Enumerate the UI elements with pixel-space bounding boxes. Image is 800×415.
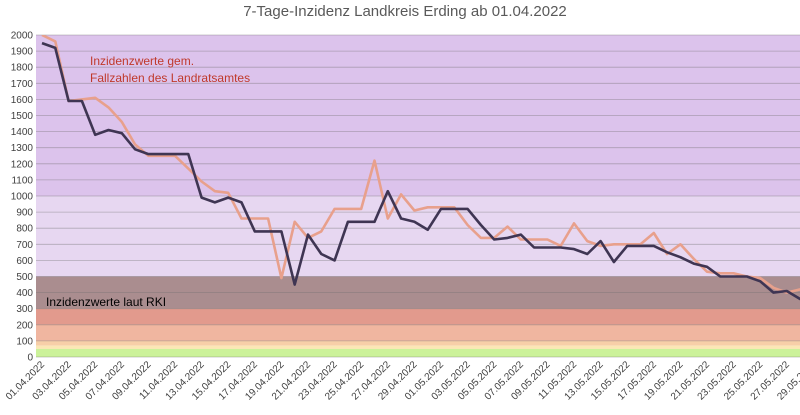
y-tick-label-400: 400: [16, 288, 33, 299]
annotation-landratsamt-line2: Fallzahlen des Landratsamtes: [90, 71, 250, 85]
grid-lines: [36, 34, 800, 358]
band-0-50: [36, 348, 800, 357]
series-lines: [41, 35, 800, 301]
y-tick-label-900: 900: [16, 208, 33, 219]
x-axis-ticks: 01.04.202203.04.202205.04.202207.04.2022…: [4, 359, 800, 402]
y-tick-label-500: 500: [16, 272, 33, 283]
y-tick-label-800: 800: [16, 224, 33, 235]
y-tick-label-100: 100: [16, 336, 33, 347]
series-line-rki: [41, 41, 800, 301]
y-tick-label-700: 700: [16, 240, 33, 251]
y-tick-label-600: 600: [16, 256, 33, 267]
annotation-rki: Inzidenzwerte laut RKI: [46, 295, 166, 309]
y-tick-label-1700: 1700: [11, 79, 34, 90]
y-tick-label-200: 200: [16, 320, 33, 331]
annotation-landratsamt-line1: Inzidenzwerte gem.: [90, 54, 194, 68]
y-tick-label-1500: 1500: [11, 111, 34, 122]
chart-title: 7-Tage-Inzidenz Landkreis Erding ab 01.0…: [243, 3, 567, 20]
series-line-landratsamt: [41, 35, 800, 294]
y-tick-label-1400: 1400: [11, 127, 34, 138]
band-200-300: [36, 308, 800, 325]
y-tick-label-1900: 1900: [11, 47, 34, 58]
y-tick-label-300: 300: [16, 304, 33, 315]
y-axis-ticks: 0 100 200 300 400 500 600 700 800 900 1000 1100 1200…: [11, 31, 34, 364]
y-tick-label-1300: 1300: [11, 143, 34, 154]
incidence-bands: [36, 35, 800, 357]
y-tick-label-1600: 1600: [11, 95, 34, 106]
y-tick-label-1100: 1100: [11, 175, 33, 186]
band-1000-2000: [36, 35, 800, 196]
band-100-200: [36, 324, 800, 341]
y-tick-label-1000: 1000: [11, 192, 34, 203]
y-tick-label-1200: 1200: [11, 159, 34, 170]
band-70-100: [36, 340, 800, 346]
y-tick-label-0: 0: [27, 353, 33, 364]
band-500-1000: [36, 196, 800, 277]
y-tick-label-1800: 1800: [11, 63, 34, 74]
band-300-500: [36, 276, 800, 309]
y-tick-label-2000: 2000: [11, 31, 34, 42]
band-50-70: [36, 345, 800, 349]
